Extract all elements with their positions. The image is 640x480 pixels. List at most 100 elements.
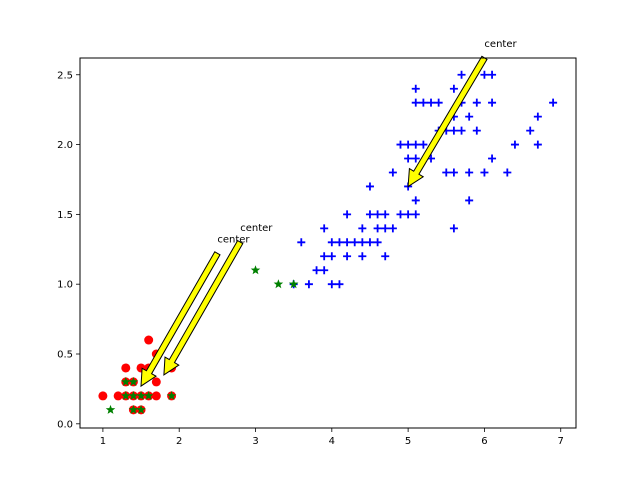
ticks-layer: 1 2 3 4 5 6 7 0.0 0.5 1.0 1.5 2.0 2.5 xyxy=(57,70,564,447)
data-point-plus xyxy=(526,126,535,135)
data-point-plus xyxy=(358,252,367,261)
y-tick-label: 0.5 xyxy=(57,350,73,361)
data-point-plus xyxy=(411,98,420,107)
data-point-circle xyxy=(144,335,154,345)
data-point-circle xyxy=(151,391,161,401)
data-point-plus xyxy=(404,210,413,219)
data-point-plus xyxy=(488,98,497,107)
data-point-plus xyxy=(343,210,352,219)
x-tick-label: 6 xyxy=(481,436,487,447)
data-point-plus xyxy=(304,280,313,289)
data-point-plus xyxy=(449,224,458,233)
annotation-label: center xyxy=(484,39,517,50)
data-point-star xyxy=(128,376,139,386)
data-point-plus xyxy=(465,196,474,205)
data-point-star xyxy=(121,390,131,400)
data-point-plus xyxy=(419,98,428,107)
data-point-plus xyxy=(327,252,336,261)
data-point-plus xyxy=(373,238,382,247)
data-point-plus xyxy=(411,140,420,149)
data-point-plus xyxy=(503,168,512,177)
data-point-plus xyxy=(297,238,306,247)
annotation-arrow xyxy=(407,55,488,188)
annotation-label: center xyxy=(217,234,250,245)
data-point-plus xyxy=(533,140,542,149)
data-point-plus xyxy=(549,98,558,107)
data-point-star xyxy=(121,376,131,386)
data-point-star xyxy=(105,404,116,414)
data-point-plus xyxy=(404,154,413,163)
data-point-star xyxy=(143,390,154,400)
x-tick-label: 2 xyxy=(176,436,182,447)
data-point-plus xyxy=(365,238,374,247)
data-point-plus xyxy=(457,126,466,135)
y-tick-label: 0.0 xyxy=(57,419,73,430)
y-tick-label: 2.5 xyxy=(57,70,73,81)
data-point-plus xyxy=(335,238,344,247)
data-point-plus xyxy=(365,210,374,219)
data-point-plus xyxy=(358,238,367,247)
data-point-plus xyxy=(449,126,458,135)
data-point-plus xyxy=(396,210,405,219)
y-tick-label: 1.0 xyxy=(57,280,73,291)
data-point-plus xyxy=(335,280,344,289)
data-point-star xyxy=(136,404,146,414)
axes-frame xyxy=(79,57,577,429)
data-point-plus xyxy=(457,70,466,79)
annotation-label: center xyxy=(240,223,273,234)
data-point-plus xyxy=(373,224,382,233)
data-point-plus xyxy=(327,238,336,247)
data-point-plus xyxy=(373,210,382,219)
x-tick-label: 5 xyxy=(405,436,411,447)
data-point-plus xyxy=(442,168,451,177)
x-tick-label: 4 xyxy=(329,436,335,447)
data-point-plus xyxy=(419,140,428,149)
x-tick-label: 7 xyxy=(558,436,564,447)
data-point-star xyxy=(166,390,177,400)
data-point-plus xyxy=(343,238,352,247)
data-point-plus xyxy=(411,210,420,219)
annotation-arrow xyxy=(140,251,221,388)
data-point-plus xyxy=(465,168,474,177)
data-point-plus xyxy=(533,112,542,121)
x-tick-label: 1 xyxy=(100,436,106,447)
data-point-plus xyxy=(510,140,519,149)
annotation-arrow xyxy=(163,239,244,376)
data-point-plus xyxy=(465,112,474,121)
data-point-plus xyxy=(381,210,390,219)
data-point-plus xyxy=(434,98,443,107)
data-point-star xyxy=(128,390,139,400)
data-point-plus xyxy=(320,266,329,275)
data-point-star xyxy=(288,279,299,289)
data-point-plus xyxy=(411,84,420,93)
data-point-circle xyxy=(151,377,161,387)
data-point-plus xyxy=(488,70,497,79)
data-point-plus xyxy=(449,168,458,177)
data-point-circle xyxy=(121,363,131,373)
data-point-plus xyxy=(480,70,489,79)
data-point-plus xyxy=(327,280,336,289)
data-point-plus xyxy=(480,168,489,177)
data-point-plus xyxy=(411,154,420,163)
data-point-circle xyxy=(113,391,123,401)
data-point-plus xyxy=(320,252,329,261)
data-point-plus xyxy=(320,224,329,233)
data-point-plus xyxy=(388,168,397,177)
y-tick-label: 1.5 xyxy=(57,210,73,221)
data-point-plus xyxy=(472,98,481,107)
data-point-star xyxy=(136,390,146,400)
data-point-plus xyxy=(427,98,436,107)
data-point-plus xyxy=(396,140,405,149)
data-point-plus xyxy=(449,84,458,93)
data-point-plus xyxy=(381,224,390,233)
data-point-plus xyxy=(472,126,481,135)
data-point-plus xyxy=(358,224,367,233)
data-point-circle xyxy=(98,391,108,401)
data-point-star xyxy=(273,279,284,289)
data-point-plus xyxy=(312,266,321,275)
data-point-star xyxy=(250,265,261,275)
data-point-plus xyxy=(411,196,420,205)
